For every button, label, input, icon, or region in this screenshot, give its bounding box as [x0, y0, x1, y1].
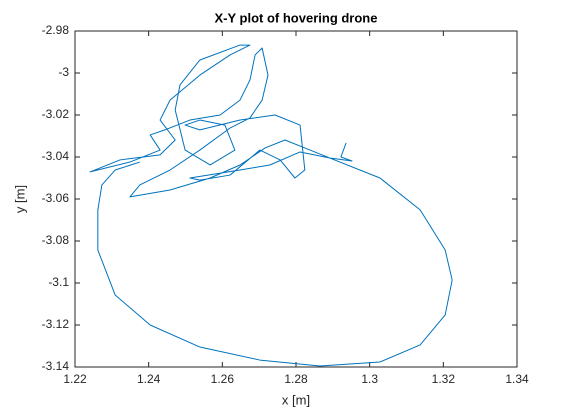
y-tick-label: -3.1 [48, 275, 69, 289]
x-tick-label: 1.3 [361, 372, 378, 386]
y-tick-label: -3.04 [42, 149, 70, 163]
x-axis-label: x [m] [282, 392, 310, 407]
x-tick-label: 1.22 [63, 372, 87, 386]
x-tick-label: 1.24 [137, 372, 161, 386]
x-tick-label: 1.32 [432, 372, 456, 386]
x-tick-label: 1.34 [505, 372, 529, 386]
plot-area [74, 30, 518, 368]
x-tick-label: 1.28 [284, 372, 308, 386]
y-tick-label: -3.08 [42, 233, 70, 247]
y-tick-label: -2.98 [42, 23, 70, 37]
y-axis-label: y [m] [12, 185, 27, 213]
x-tick-label: 1.26 [211, 372, 235, 386]
y-tick-label: -3.12 [42, 317, 70, 331]
chart-title: X-Y plot of hovering drone [215, 10, 378, 25]
y-tick-label: -3 [58, 65, 69, 79]
y-tick-label: -3.02 [42, 107, 70, 121]
y-tick-label: -3.14 [42, 359, 70, 373]
data-line [89, 44, 453, 367]
y-tick-label: -3.06 [42, 191, 70, 205]
